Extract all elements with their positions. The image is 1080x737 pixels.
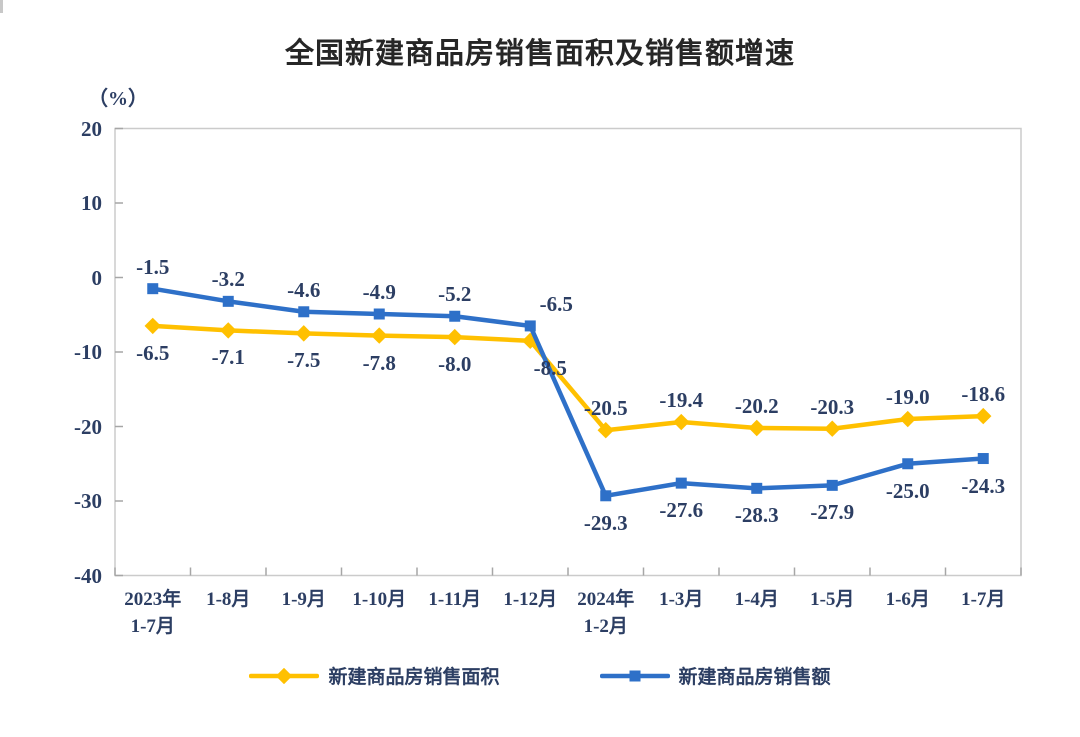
- data-label: -19.0: [885, 385, 930, 410]
- legend-item-sales-area: 新建商品房销售面积: [249, 662, 500, 689]
- diamond-marker: [975, 407, 992, 425]
- data-label: -18.6: [961, 382, 1006, 407]
- diamond-marker: [899, 410, 916, 428]
- square-marker: [373, 308, 385, 320]
- legend-item-sales-amount: 新建商品房销售额: [599, 662, 831, 689]
- data-label: -6.5: [539, 291, 573, 316]
- x-axis-label: 1-5月: [810, 589, 855, 610]
- square-marker: [524, 320, 536, 332]
- data-label: -20.2: [734, 393, 779, 418]
- data-label: -27.9: [810, 500, 855, 525]
- y-tick-label: -20: [74, 414, 102, 439]
- data-label: -4.9: [362, 280, 396, 304]
- legend-marker-sales-amount-icon: [599, 670, 670, 681]
- data-label: -8.5: [533, 355, 567, 380]
- plot-border: [114, 127, 1022, 577]
- diamond-marker: [295, 325, 312, 342]
- chart-title: 全国新建商品房销售面积及销售额增速: [284, 38, 795, 70]
- legend-label-sales-area: 新建商品房销售面积: [328, 667, 500, 688]
- data-label: -25.0: [885, 478, 930, 503]
- data-label: -7.5: [287, 348, 321, 373]
- legend-marker-sales-area-icon: [249, 667, 320, 684]
- square-marker: [222, 295, 234, 307]
- diamond-marker: [371, 327, 388, 344]
- square-marker: [147, 283, 159, 295]
- data-label: -20.3: [810, 394, 855, 419]
- y-tick-label: -10: [74, 340, 102, 364]
- data-label: -3.2: [211, 267, 245, 292]
- data-label: -24.3: [961, 473, 1006, 498]
- x-axis-label: 1-7月: [961, 589, 1006, 610]
- data-label: -8.0: [438, 352, 472, 377]
- x-axis-label: 1-3月: [659, 589, 704, 610]
- data-label: -7.1: [211, 345, 245, 370]
- x-axis-label: 1-9月: [281, 589, 326, 610]
- y-axis-unit-label: （%）: [88, 88, 148, 110]
- data-label: -27.6: [659, 498, 704, 523]
- data-label: -28.3: [734, 503, 779, 528]
- x-axis-label: 1-12月: [503, 589, 558, 610]
- x-axis-label: 1-10月: [352, 589, 407, 610]
- data-label: -5.2: [438, 282, 472, 307]
- legend-square: [629, 670, 640, 681]
- square-marker: [449, 310, 461, 322]
- data-label: -29.3: [583, 510, 628, 535]
- x-axis-label: 1-6月: [885, 589, 930, 610]
- x-axis-label: 2023年 1-7月: [124, 589, 182, 637]
- diamond-marker: [446, 328, 463, 346]
- y-tick-label: 20: [81, 116, 102, 141]
- square-marker: [826, 479, 838, 491]
- square-marker: [675, 477, 687, 489]
- x-axis-label: 1-4月: [734, 589, 779, 610]
- screen-edge-artifact: [0, 0, 3, 13]
- data-label: -20.5: [583, 396, 628, 421]
- data-label: -19.4: [659, 388, 704, 413]
- square-marker: [298, 306, 310, 318]
- square-marker: [902, 458, 914, 470]
- diamond-marker: [824, 420, 841, 437]
- series-line-sales-area: [150, 323, 986, 433]
- data-label: -1.5: [136, 254, 170, 279]
- data-label: -7.8: [362, 350, 396, 375]
- series-line-sales-amount: [150, 286, 986, 499]
- square-marker: [751, 482, 763, 494]
- y-tick-label: -30: [74, 489, 102, 513]
- square-marker: [977, 453, 989, 465]
- legend: 新建商品房销售面积 新建商品房销售额: [0, 662, 1080, 689]
- diamond-marker: [748, 419, 765, 437]
- square-marker: [600, 490, 612, 502]
- x-axis-label: 1-8月: [206, 589, 251, 610]
- x-axis-label: 2024年 1-2月: [577, 589, 635, 637]
- data-label: -6.5: [136, 340, 170, 365]
- y-tick-label: -40: [74, 563, 102, 588]
- legend-diamond: [276, 667, 293, 684]
- diamond-marker: [144, 317, 161, 335]
- data-label: -4.6: [287, 277, 321, 302]
- legend-label-sales-amount: 新建商品房销售额: [678, 667, 831, 688]
- x-axis-label: 1-11月: [428, 589, 482, 610]
- diamond-marker: [220, 322, 237, 339]
- diamond-marker: [673, 413, 690, 431]
- y-tick-label: 10: [81, 191, 102, 215]
- y-tick-label: 0: [91, 265, 103, 290]
